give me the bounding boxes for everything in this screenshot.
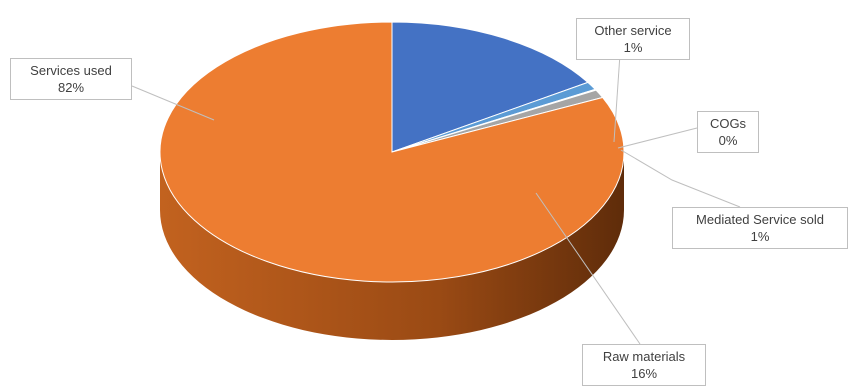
leader-line-cogs — [617, 127, 698, 149]
label-services-used-value: 82% — [57, 80, 85, 95]
label-cogs: COGs 0% — [697, 111, 759, 153]
label-mediated-service-sold: Mediated Service sold 1% — [672, 207, 848, 249]
slice-services-used — [159, 21, 625, 283]
label-cogs-value: 0% — [718, 133, 738, 148]
label-cogs-name: COGs — [709, 116, 747, 131]
leader-line-raw-materials — [535, 192, 641, 345]
leader-line-services-used — [131, 85, 215, 121]
leader-line-mediated-service-sold — [620, 149, 741, 208]
label-other-service-value: 1% — [623, 40, 643, 55]
label-services-used-name: Services used — [30, 63, 112, 78]
label-services-used: Services used 82% — [10, 58, 132, 100]
label-raw-materials-value: 16% — [630, 366, 658, 381]
label-other-service: Other service 1% — [576, 18, 690, 60]
slice-raw-materials — [391, 21, 589, 153]
label-raw-materials: Raw materials 16% — [582, 344, 706, 386]
leader-lines — [131, 53, 741, 345]
label-raw-materials-name: Raw materials — [602, 349, 686, 364]
slice-side-services-used — [160, 152, 624, 340]
label-other-service-name: Other service — [594, 23, 672, 38]
leader-line-other-service — [613, 53, 621, 143]
pie-tops — [159, 21, 625, 283]
label-mediated-service-sold-name: Mediated Service sold — [696, 212, 824, 227]
label-mediated-service-sold-value: 1% — [750, 229, 770, 244]
